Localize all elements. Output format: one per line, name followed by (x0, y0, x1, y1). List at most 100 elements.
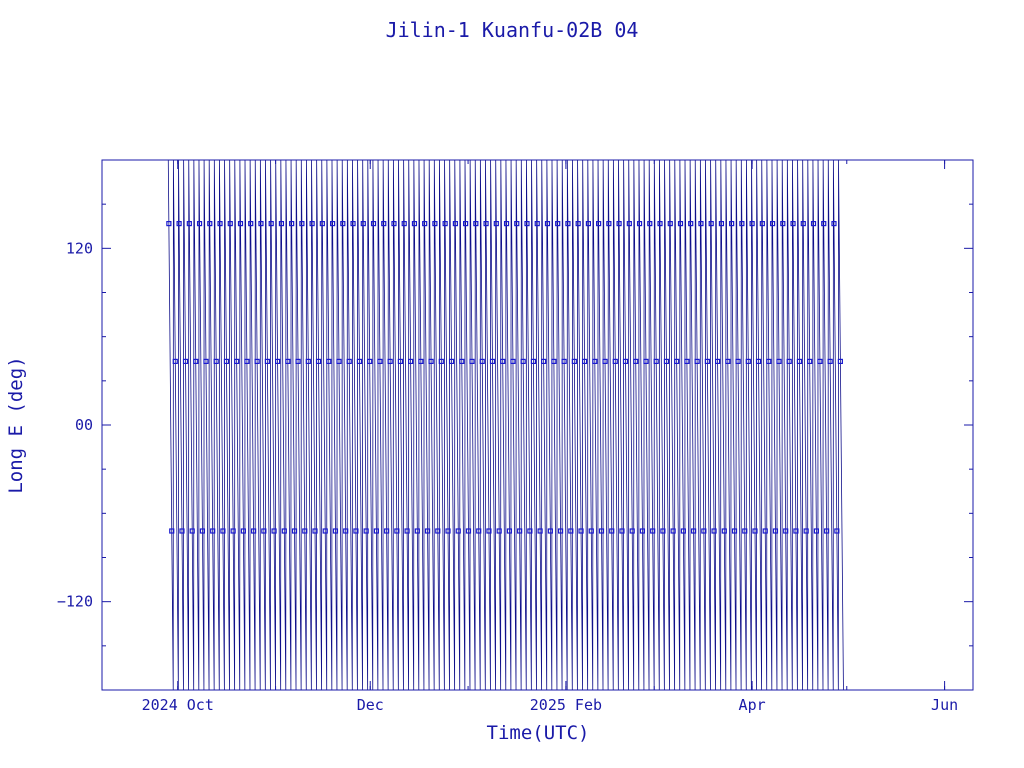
data-point (182, 358, 189, 364)
data-point (199, 528, 206, 534)
data-point (578, 528, 584, 534)
data-point (701, 528, 707, 534)
data-point (755, 358, 762, 364)
data-point (565, 221, 571, 227)
data-point (240, 528, 246, 534)
data-point (377, 358, 383, 364)
data-point (281, 528, 287, 534)
data-point (759, 221, 765, 227)
data-point (394, 528, 400, 534)
data-point (592, 358, 598, 364)
data-point (384, 528, 390, 534)
data-point (186, 221, 192, 227)
data-point (289, 221, 295, 227)
x-tick-label: 2024 Oct (142, 696, 214, 714)
data-point (690, 528, 697, 534)
data-point (506, 528, 513, 534)
data-point (541, 358, 547, 364)
data-point (445, 528, 451, 534)
data-point (483, 221, 489, 227)
data-point (203, 358, 209, 364)
data-point (780, 221, 786, 227)
x-axis-label: Time(UTC) (487, 722, 590, 744)
y-axis-label: Long E (deg) (5, 356, 27, 493)
data-point (473, 221, 479, 227)
data-point (373, 528, 379, 534)
data-point (248, 221, 254, 227)
data-point (422, 221, 428, 227)
data-point (807, 358, 813, 364)
data-point (670, 528, 676, 534)
data-point (496, 528, 502, 534)
data-point (657, 221, 663, 227)
data-point (172, 358, 178, 364)
data-point (831, 221, 837, 227)
data-point (217, 221, 223, 227)
data-point (264, 358, 270, 364)
data-point (684, 358, 690, 364)
data-point (762, 528, 768, 534)
data-point (534, 221, 540, 227)
data-point (817, 358, 823, 364)
data-point (643, 358, 649, 364)
data-point (305, 358, 311, 364)
data-point (714, 358, 721, 364)
x-tick-label: Apr (739, 696, 766, 714)
data-point (619, 528, 625, 534)
axes-layer: 2024 Oct Dec 2025 Feb Apr Jun −120 00 120 (57, 160, 973, 714)
data-point (223, 358, 230, 364)
data-point (544, 221, 551, 227)
data-point (677, 221, 684, 227)
data-point (647, 221, 653, 227)
data-point (729, 221, 735, 227)
data-point (537, 528, 543, 534)
data-point (367, 358, 373, 364)
data-point (629, 528, 635, 534)
data-point (524, 221, 530, 227)
data-point (234, 358, 240, 364)
data-point (179, 528, 185, 534)
data-point (585, 221, 592, 227)
data-point (435, 528, 441, 534)
data-point (786, 358, 792, 364)
data-point (711, 528, 717, 534)
data-point (418, 358, 424, 364)
data-point (428, 358, 434, 364)
data-point (530, 358, 537, 364)
data-point (463, 221, 469, 227)
data-point (824, 528, 830, 534)
data-point (295, 358, 301, 364)
data-point (783, 528, 789, 534)
data-point (568, 528, 574, 534)
data-point (299, 221, 305, 227)
data-point (547, 528, 553, 534)
data-point (424, 528, 431, 534)
data-point (193, 358, 199, 364)
data-point (452, 221, 458, 227)
data-point (455, 528, 461, 534)
data-point (166, 221, 172, 227)
data-point (745, 358, 751, 364)
data-point (626, 221, 632, 227)
x-tick-label: Dec (357, 696, 384, 714)
data-point (698, 221, 704, 227)
data-point (391, 221, 397, 227)
data-point (370, 221, 377, 227)
data-point (688, 221, 694, 227)
data-point (176, 221, 182, 227)
data-point (680, 528, 686, 534)
data-point (213, 358, 219, 364)
data-point (557, 528, 564, 534)
data-point (493, 221, 499, 227)
data-point (772, 528, 779, 534)
data-point (650, 528, 656, 534)
data-point (315, 358, 322, 364)
data-point (486, 528, 492, 534)
data-point (667, 221, 673, 227)
data-point (381, 221, 387, 227)
data-point (793, 528, 799, 534)
data-point (169, 528, 175, 534)
data-point (639, 528, 646, 534)
data-point (432, 221, 438, 227)
data-point (401, 221, 407, 227)
